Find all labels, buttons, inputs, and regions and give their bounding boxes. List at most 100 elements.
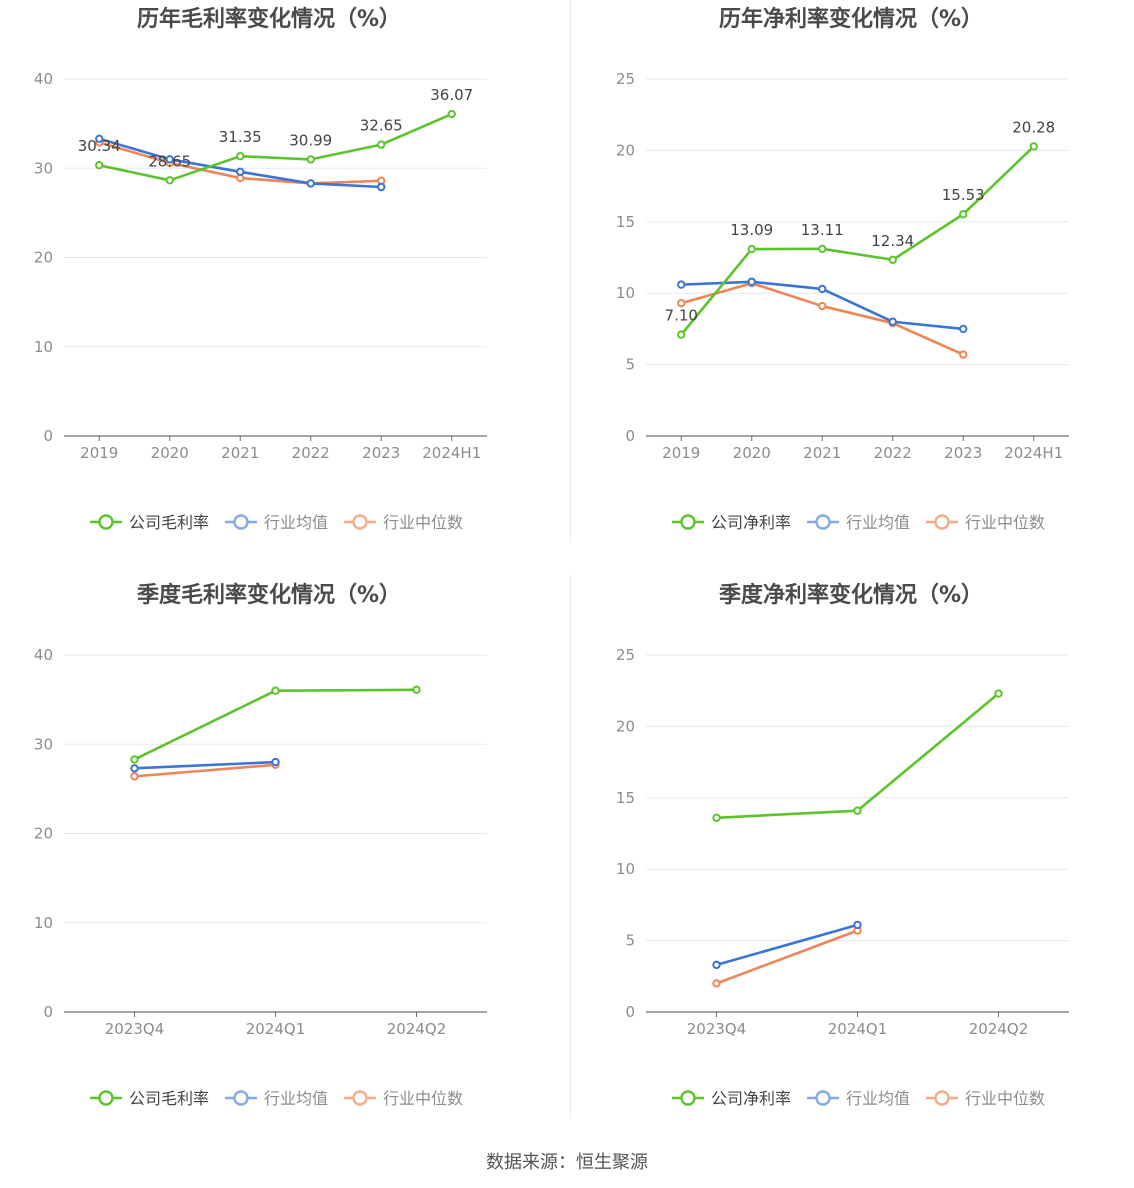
legend-item-3: 行业中位数: [344, 1089, 463, 1108]
legend-swatch-marker: [98, 514, 114, 530]
y-tick-label: 0: [43, 427, 53, 445]
y-tick-label: 25: [616, 70, 635, 88]
data-point-2: [818, 284, 827, 294]
x-tick-label: 2024Q2: [387, 1020, 447, 1038]
chart-title: 历年毛利率变化情况（%）: [137, 6, 401, 32]
legend-item-1: 公司毛利率: [90, 513, 209, 532]
y-tick-label: 5: [625, 356, 635, 374]
legend-item-1: 公司净利率: [672, 1089, 791, 1108]
legend-swatch-marker: [233, 1090, 249, 1106]
legend-item-1: 公司毛利率: [90, 1089, 209, 1108]
data-point-1: [130, 755, 139, 764]
data-point-1: [412, 685, 421, 695]
data-point-2: [236, 167, 245, 177]
legend-item-3: 行业中位数: [926, 513, 1045, 532]
x-tick-label: 2021: [221, 444, 259, 462]
y-tick-label: 40: [34, 646, 53, 664]
series-line-3: [680, 281, 964, 356]
chart-title: 季度毛利率变化情况（%）: [137, 582, 401, 608]
vertical-divider-bottom: [570, 575, 571, 1118]
y-tick-label: 10: [34, 914, 53, 932]
y-tick-label: 0: [43, 1003, 53, 1021]
legend-swatch-marker: [352, 1090, 368, 1106]
x-tick-label: 2024H1: [1004, 444, 1063, 462]
data-point-1: [236, 152, 245, 161]
data-point-2: [747, 277, 756, 286]
y-tick-label: 30: [34, 735, 53, 753]
y-tick-label: 15: [616, 789, 635, 807]
y-tick-label: 40: [34, 70, 53, 88]
legend-label: 行业中位数: [383, 513, 463, 532]
y-tick-label: 0: [625, 427, 635, 445]
y-tick-label: 10: [616, 860, 635, 878]
y-tick-label: 10: [34, 338, 53, 356]
data-point-1: [1029, 142, 1038, 151]
data-point-2: [271, 757, 280, 767]
legend-item-2: 行业均值: [807, 1089, 910, 1108]
data-source-note: 数据来源：恒生聚源: [486, 1152, 648, 1173]
legend-label: 行业均值: [264, 513, 328, 532]
x-tick-label: 2020: [151, 444, 189, 462]
x-tick-label: 2024H1: [422, 444, 481, 462]
data-label: 36.07: [430, 86, 473, 104]
legend-label: 行业中位数: [383, 1089, 463, 1108]
y-tick-label: 10: [616, 284, 635, 302]
series-line-2: [134, 760, 276, 770]
series-line-1: [98, 112, 453, 182]
x-tick-label: 2022: [874, 444, 912, 462]
legend-swatch-marker: [98, 1090, 114, 1106]
x-tick-label: 2020: [733, 444, 771, 462]
data-label: 28.65: [148, 152, 191, 170]
legend-label: 行业均值: [264, 1089, 328, 1108]
legend-label: 行业中位数: [965, 513, 1045, 532]
chart-1: 历年毛利率变化情况（%） 0 10 20 30 40 2019 2020 2021 2022 202…: [34, 6, 487, 532]
legend-item-2: 行业均值: [225, 1089, 328, 1108]
legend-swatch-marker: [815, 514, 831, 530]
data-label: 12.34: [871, 232, 914, 250]
data-point-2: [377, 182, 386, 192]
data-point-2: [130, 764, 139, 773]
x-tick-label: 2023: [362, 444, 400, 462]
legend-item-2: 行业均值: [225, 513, 328, 532]
y-tick-label: 5: [625, 932, 635, 950]
x-tick-label: 2022: [292, 444, 330, 462]
data-point-2: [959, 324, 968, 334]
chart-title: 季度净利率变化情况（%）: [719, 582, 983, 608]
data-point-1: [95, 161, 104, 170]
legend-swatch-marker: [680, 1090, 696, 1106]
data-point-1: [747, 244, 756, 254]
legend-swatch-marker: [934, 1090, 950, 1106]
data-label: 31.35: [219, 128, 262, 146]
data-point-2: [888, 317, 897, 326]
vertical-divider-top: [570, 0, 571, 542]
x-tick-label: 2019: [80, 444, 118, 462]
legend-item-3: 行业中位数: [344, 513, 463, 532]
series-line-2: [716, 923, 858, 967]
legend-label: 公司毛利率: [129, 513, 209, 532]
data-point-1: [853, 806, 862, 815]
y-tick-label: 20: [616, 717, 635, 735]
chart-title: 历年净利率变化情况（%）: [719, 6, 983, 32]
x-tick-label: 2023Q4: [687, 1020, 747, 1038]
legend-swatch-marker: [233, 514, 249, 530]
data-label: 20.28: [1012, 118, 1055, 136]
x-tick-label: 2024Q1: [828, 1020, 888, 1038]
y-tick-label: 30: [34, 159, 53, 177]
data-label: 30.99: [289, 131, 332, 149]
data-point-3: [959, 350, 968, 359]
y-tick-label: 20: [34, 249, 53, 267]
data-point-1: [306, 155, 315, 164]
data-point-3: [712, 979, 721, 988]
data-point-2: [306, 179, 315, 188]
legend-label: 行业中位数: [965, 1089, 1045, 1108]
x-tick-label: 2023Q4: [105, 1020, 165, 1038]
series-line-3: [716, 929, 858, 985]
x-tick-label: 2019: [662, 444, 700, 462]
y-tick-label: 20: [616, 141, 635, 159]
legend-swatch-marker: [680, 514, 696, 530]
chart-2: 历年净利率变化情况（%） 0 5 10 15 20 25 2019 2020 2021 2022 20…: [616, 6, 1069, 532]
data-label: 32.65: [360, 117, 403, 135]
data-label: 13.09: [730, 221, 773, 239]
series-line-1: [680, 145, 1035, 336]
